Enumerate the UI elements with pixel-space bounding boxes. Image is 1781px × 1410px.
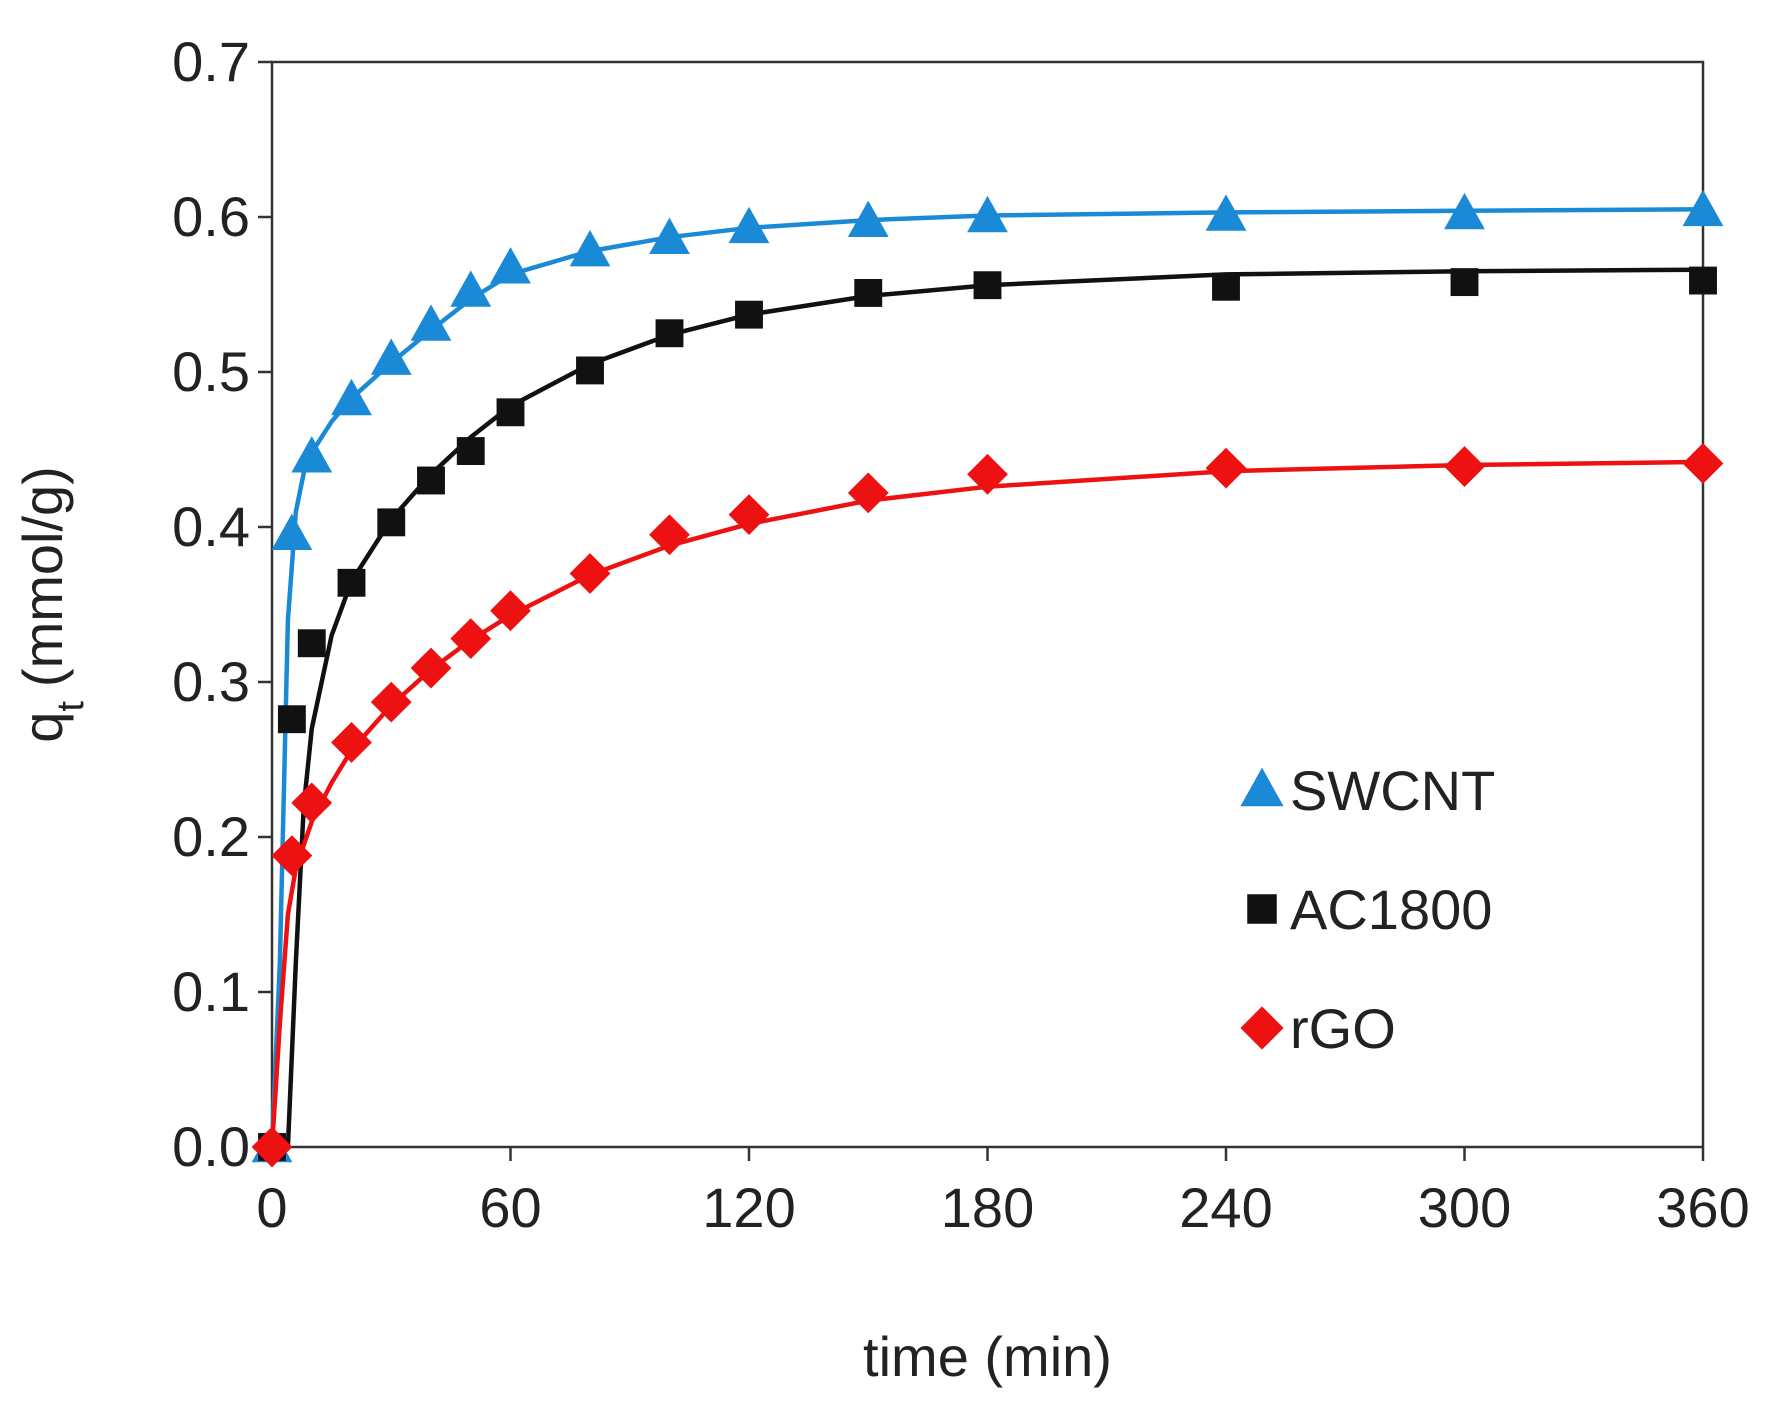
data-point-ac1800 (655, 319, 684, 348)
series-ac1800 (258, 266, 1717, 1161)
data-point-swcnt (847, 200, 889, 237)
x-tick-label: 60 (479, 1176, 541, 1239)
data-point-ac1800 (576, 356, 604, 385)
legend-marker-rgo (1240, 1006, 1284, 1050)
data-point-swcnt (1444, 192, 1485, 230)
x-tick-label: 300 (1418, 1176, 1511, 1239)
data-point-ac1800 (973, 271, 1002, 300)
data-point-rgo (728, 494, 770, 535)
data-point-swcnt (490, 247, 531, 284)
y-tick-label: 0.0 (172, 1115, 250, 1178)
y-axis-label-unit: (mmol/g) (11, 466, 74, 687)
y-tick-label: 0.3 (172, 650, 250, 713)
data-point-rgo (370, 681, 412, 723)
data-point-rgo (271, 835, 313, 876)
legend: SWCNT AC1800 rGO (1240, 759, 1495, 1060)
data-point-swcnt (331, 378, 372, 416)
y-tick-label: 0.1 (172, 960, 250, 1023)
data-point-ac1800 (417, 466, 445, 495)
data-point-ac1800 (854, 279, 883, 307)
legend-item-ac1800: AC1800 (1247, 878, 1492, 941)
data-point-rgo (847, 472, 889, 514)
series-rgo (251, 443, 1724, 1168)
data-point-rgo (251, 1126, 293, 1168)
data-point-ac1800 (297, 629, 326, 658)
data-point-rgo (569, 553, 611, 594)
data-point-swcnt (967, 195, 1008, 233)
y-tick-label: 0.5 (172, 340, 250, 403)
data-point-ac1800 (456, 437, 485, 465)
y-axis-label-main: q (11, 712, 74, 743)
data-point-ac1800 (735, 300, 763, 329)
series-swcnt (251, 189, 1724, 1163)
y-axis-label: qt (mmol/g) (11, 466, 92, 743)
data-point-ac1800 (1212, 272, 1240, 301)
data-point-rgo (410, 647, 452, 689)
data-point-ac1800 (1689, 266, 1717, 295)
data-point-rgo (1682, 443, 1724, 484)
data-point-swcnt (450, 270, 492, 307)
legend-item-swcnt: SWCNT (1240, 759, 1495, 822)
y-axis-label-subscript: t (50, 701, 92, 712)
data-point-ac1800 (1450, 268, 1479, 297)
legend-label-swcnt: SWCNT (1290, 759, 1495, 822)
y-tick-label: 0.6 (172, 185, 250, 248)
x-tick-label: 180 (941, 1176, 1034, 1239)
x-axis-label: time (min) (863, 1325, 1112, 1388)
data-point-rgo (1205, 447, 1247, 489)
data-point-ac1800 (277, 705, 306, 734)
data-point-swcnt (569, 230, 611, 267)
data-point-swcnt (649, 217, 690, 254)
x-tick-label: 120 (702, 1176, 795, 1239)
data-point-ac1800 (496, 398, 525, 427)
data-point-swcnt (1682, 189, 1724, 227)
data-point-rgo (967, 453, 1008, 495)
data-point-rgo (490, 590, 531, 632)
data-point-rgo (331, 722, 372, 763)
data-point-swcnt (410, 304, 452, 341)
data-point-swcnt (291, 436, 333, 473)
y-tick-label: 0.2 (172, 805, 250, 868)
fit-line-swcnt (269, 207, 1704, 1148)
legend-item-rgo: rGO (1240, 997, 1396, 1060)
legend-marker-swcnt (1240, 767, 1284, 807)
data-point-swcnt (1205, 194, 1247, 231)
data-point-swcnt (370, 338, 412, 375)
legend-marker-ac1800 (1247, 894, 1277, 924)
y-tick-label: 0.4 (172, 495, 250, 558)
data-point-rgo (1444, 446, 1485, 487)
legend-label-rgo: rGO (1290, 997, 1396, 1060)
data-point-rgo (649, 514, 690, 556)
series-layer (251, 189, 1724, 1168)
x-tick-label: 0 (256, 1176, 287, 1239)
y-axis: 0.0 0.1 0.2 0.3 0.4 0.5 0.6 0.7 (172, 30, 272, 1178)
y-tick-label: 0.7 (172, 30, 250, 93)
x-axis: 0 60 120 180 240 300 360 (256, 1147, 1750, 1239)
data-point-rgo (450, 618, 492, 659)
legend-label-ac1800: AC1800 (1290, 878, 1492, 941)
data-point-ac1800 (377, 508, 406, 537)
fit-line-ac1800 (272, 267, 1704, 1150)
data-point-swcnt (728, 206, 770, 244)
x-tick-label: 360 (1656, 1176, 1749, 1239)
data-point-rgo (291, 782, 333, 824)
data-point-ac1800 (337, 568, 366, 597)
x-tick-label: 240 (1179, 1176, 1272, 1239)
data-point-swcnt (271, 513, 313, 551)
